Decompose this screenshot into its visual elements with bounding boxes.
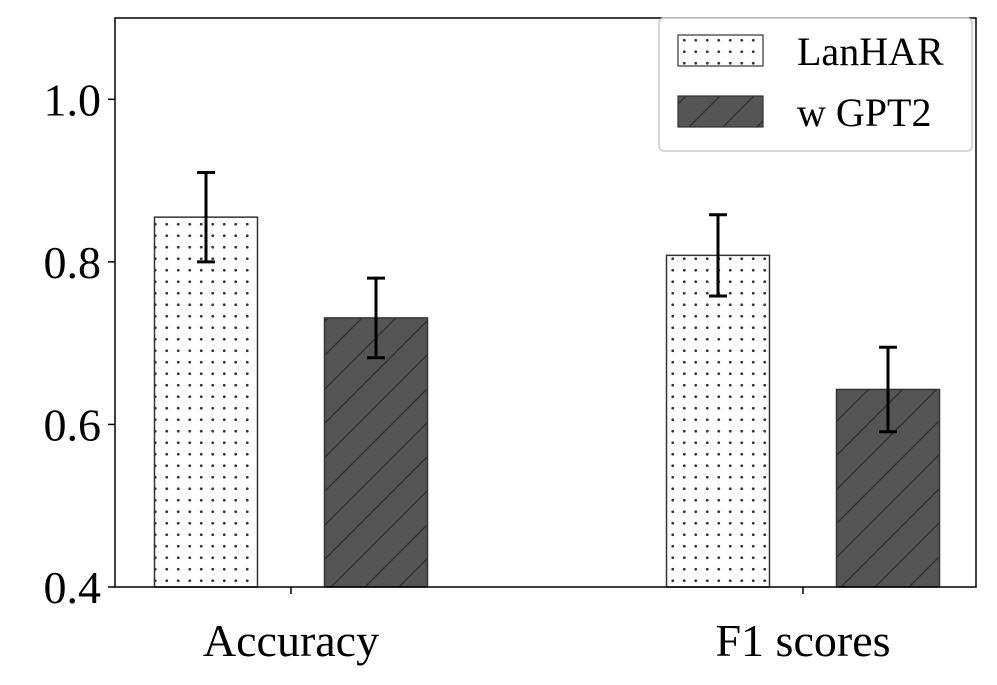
y-tick-label: 0.4 xyxy=(44,562,102,613)
legend: LanHAR w GPT2 xyxy=(658,17,973,152)
error-bars-layer xyxy=(197,170,897,434)
plot-frame xyxy=(114,17,977,588)
legend-swatch-w-gpt2 xyxy=(677,95,764,128)
error-bar-w-gpt2-accuracy xyxy=(367,276,385,360)
x-tick-label: F1 scores xyxy=(715,615,890,666)
error-bar-w-gpt2-f1-scores xyxy=(879,345,897,434)
legend-label-lanhar: LanHAR xyxy=(797,29,944,74)
error-bar-lanhar-f1-scores xyxy=(709,213,727,298)
y-tick-label: 0.6 xyxy=(44,399,102,450)
bars-layer xyxy=(153,216,941,588)
y-tick-label: 1.0 xyxy=(44,74,102,125)
error-bar-lanhar-accuracy xyxy=(197,170,215,264)
axes-layer: 0.4 0.6 0.8 1.0 Accuracy F1 scores xyxy=(44,74,891,666)
bar-w-gpt2-accuracy xyxy=(323,317,429,588)
legend-label-w-gpt2: w GPT2 xyxy=(797,90,931,135)
x-tick-label: Accuracy xyxy=(203,615,379,666)
legend-swatch-lanhar xyxy=(677,34,764,67)
bar-lanhar-f1-scores xyxy=(665,254,771,588)
bar-lanhar-accuracy xyxy=(153,216,259,588)
y-tick-label: 0.8 xyxy=(44,237,102,288)
